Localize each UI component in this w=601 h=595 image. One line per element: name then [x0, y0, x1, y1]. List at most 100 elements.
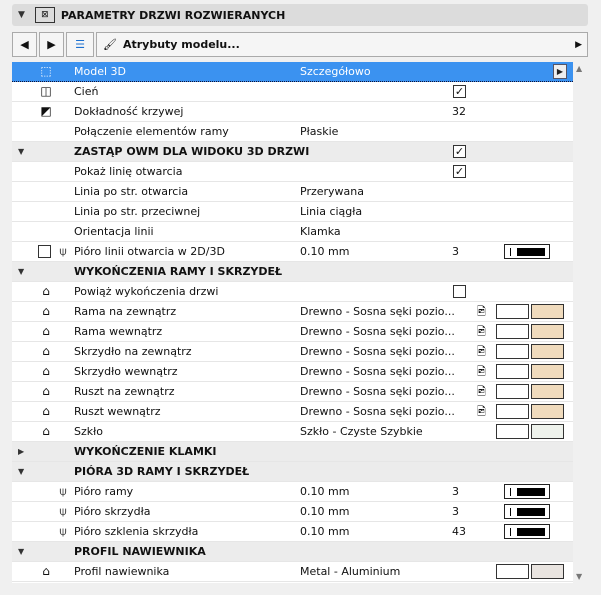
surface-swatch-2[interactable]	[531, 324, 564, 339]
list-item[interactable]: ⌂ Skrzydło na zewnątrz Drewno - Sosna sęki…	[12, 342, 573, 362]
transfer-settings-button[interactable]: ☰	[66, 32, 94, 57]
pen-line-preview[interactable]	[504, 504, 550, 519]
item-label: Rama na zewnątrz	[74, 305, 177, 318]
dropdown-arrow-button[interactable]: ▶	[553, 64, 567, 79]
item-value[interactable]: Klamka	[300, 225, 341, 238]
list-item[interactable]: ⌂ Szkło Szkło - Czyste Szybkie	[12, 422, 573, 442]
list-item[interactable]: ⍦ Pióro skrzydła 0.10 mm 3	[12, 502, 573, 522]
item-extra-value[interactable]: 3	[452, 505, 459, 518]
surface-swatch-2[interactable]	[531, 564, 564, 579]
group-header[interactable]: ▶ WYKOŃCZENIE KLAMKI	[12, 442, 573, 462]
texture-image-icon[interactable]: 🖻	[477, 325, 486, 338]
surface-swatch-1[interactable]	[496, 364, 529, 379]
item-value[interactable]: Szkło - Czyste Szybkie	[300, 425, 423, 438]
expanded-triangle-icon[interactable]: ▼	[18, 467, 25, 476]
group-header[interactable]: ▼ PIÓRA 3D RAMY I SKRZYDEŁ	[12, 462, 573, 482]
scroll-down-icon[interactable]: ▼	[576, 572, 583, 581]
pen-icon: ⍦	[59, 504, 67, 518]
scrollbar[interactable]: ▲ ▼	[573, 62, 588, 583]
surface-swatch-2[interactable]	[531, 384, 564, 399]
surface-swatch-1[interactable]	[496, 384, 529, 399]
texture-image-icon[interactable]: 🖻	[477, 365, 486, 378]
list-item[interactable]: ⌂ Rama wewnątrz Drewno - Sosna sęki pozio.…	[12, 322, 573, 342]
visibility-checkbox[interactable]	[38, 245, 51, 258]
item-value[interactable]: Drewno - Sosna sęki pozio...	[300, 405, 455, 418]
surface-swatch-2[interactable]	[531, 424, 564, 439]
list-item[interactable]: ⌂ Skrzydło wewnątrz Drewno - Sosna sęki po…	[12, 362, 573, 382]
pen-line-preview[interactable]	[504, 524, 550, 539]
list-item[interactable]: Linia po str. przeciwnej Linia ciągła	[12, 202, 573, 222]
expanded-triangle-icon[interactable]: ▼	[18, 147, 25, 156]
item-label: PROFIL NAWIEWNIKA	[74, 545, 206, 558]
surface-swatch-1[interactable]	[496, 344, 529, 359]
model-attributes-button[interactable]: 🖌 Atrybuty modelu... ▶	[96, 32, 588, 57]
group-header[interactable]: ▼ PROFIL NAWIEWNIKA	[12, 542, 573, 562]
list-item[interactable]: ⌂ Ruszt na zewnątrz Drewno - Sosna sęki po…	[12, 382, 573, 402]
group-header[interactable]: ▼ WYKOŃCZENIA RAMY I SKRZYDEŁ	[12, 262, 573, 282]
pen-line-preview[interactable]	[504, 484, 550, 499]
item-extra-value[interactable]: 43	[452, 525, 466, 538]
item-value[interactable]: 0.10 mm	[300, 505, 350, 518]
list-item[interactable]: ⌂ Powiąż wykończenia drzwi	[12, 282, 573, 302]
surface-swatch-2[interactable]	[531, 344, 564, 359]
list-item[interactable]: ⍦ Pióro linii otwarcia w 2D/3D 0.10 mm 3	[12, 242, 573, 262]
checkbox[interactable]: ✓	[453, 85, 466, 98]
surface-swatch-1[interactable]	[496, 404, 529, 419]
item-value[interactable]: Drewno - Sosna sęki pozio...	[300, 345, 455, 358]
scroll-up-icon[interactable]: ▲	[576, 64, 583, 73]
item-value[interactable]: Drewno - Sosna sęki pozio...	[300, 325, 455, 338]
texture-image-icon[interactable]: 🖻	[477, 405, 486, 418]
group-header[interactable]: ▼ ZASTĄP OWM DLA WIDOKU 3D DRZWI ✓	[12, 142, 573, 162]
item-value[interactable]: Przerywana	[300, 185, 364, 198]
item-value[interactable]: Drewno - Sosna sęki pozio...	[300, 305, 455, 318]
item-value[interactable]: 0.10 mm	[300, 245, 350, 258]
checkbox[interactable]: ✓	[453, 165, 466, 178]
surface-swatch-2[interactable]	[531, 304, 564, 319]
door-settings-icon: ⊠	[34, 7, 55, 23]
list-item[interactable]: ◩ Dokładność krzywej 32	[12, 102, 573, 122]
surface-swatch-1[interactable]	[496, 564, 529, 579]
item-value[interactable]: 0.10 mm	[300, 485, 350, 498]
item-extra-value[interactable]: 3	[452, 245, 459, 258]
surface-swatch-1[interactable]	[496, 304, 529, 319]
expanded-triangle-icon[interactable]: ▼	[18, 267, 25, 276]
list-item[interactable]: ⌂ Ruszt wewnątrz Drewno - Sosna sęki pozio…	[12, 402, 573, 422]
checkbox[interactable]	[453, 285, 466, 298]
list-item[interactable]: Połączenie elementów ramy Płaskie	[12, 122, 573, 142]
surface-swatch-2[interactable]	[531, 364, 564, 379]
list-item[interactable]: ⬚ Model 3D Szczegółowo ▶	[12, 62, 573, 82]
surface-swatch-1[interactable]	[496, 424, 529, 439]
list-item[interactable]: ⍦ Pióro szklenia skrzydła 0.10 mm 43	[12, 522, 573, 542]
list-item[interactable]: Pokaż linię otwarcia ✓	[12, 162, 573, 182]
list-item[interactable]: Orientacja linii Klamka	[12, 222, 573, 242]
previous-button[interactable]: ◀	[12, 32, 37, 57]
texture-image-icon[interactable]: 🖻	[477, 305, 486, 318]
item-value[interactable]: Szczegółowo	[300, 65, 371, 78]
item-extra-value[interactable]: 3	[452, 485, 459, 498]
texture-image-icon[interactable]: 🖻	[477, 345, 486, 358]
item-label: Skrzydło na zewnątrz	[74, 345, 192, 358]
item-value[interactable]: Drewno - Sosna sęki pozio...	[300, 365, 455, 378]
pen-line-preview[interactable]	[504, 244, 550, 259]
collapse-triangle-icon[interactable]: ▼	[18, 10, 25, 20]
checkbox[interactable]: ✓	[453, 145, 466, 158]
texture-image-icon[interactable]: 🖻	[477, 385, 486, 398]
item-value[interactable]: Metal - Aluminium	[300, 565, 401, 578]
item-value[interactable]: Linia ciągła	[300, 205, 363, 218]
item-value[interactable]: Płaskie	[300, 125, 339, 138]
list-item[interactable]: ⌂ Rama na zewnątrz Drewno - Sosna sęki poz…	[12, 302, 573, 322]
list-item[interactable]: ⍦ Pióro ramy 0.10 mm 3	[12, 482, 573, 502]
item-extra-value[interactable]: 32	[452, 105, 466, 118]
panel-header[interactable]: ▼ ⊠ PARAMETRY DRZWI ROZWIERANYCH	[12, 4, 588, 26]
surface-swatch-2[interactable]	[531, 404, 564, 419]
expanded-triangle-icon[interactable]: ▼	[18, 547, 25, 556]
collapsed-triangle-icon[interactable]: ▶	[18, 447, 25, 456]
item-label: Rama wewnątrz	[74, 325, 163, 338]
list-item[interactable]: ◫ Cień ✓	[12, 82, 573, 102]
item-value[interactable]: 0.10 mm	[300, 525, 350, 538]
next-button[interactable]: ▶	[39, 32, 64, 57]
list-item[interactable]: Linia po str. otwarcia Przerywana	[12, 182, 573, 202]
item-value[interactable]: Drewno - Sosna sęki pozio...	[300, 385, 455, 398]
surface-swatch-1[interactable]	[496, 324, 529, 339]
list-item[interactable]: ⌂ Profil nawiewnika Metal - Aluminium	[12, 562, 573, 582]
